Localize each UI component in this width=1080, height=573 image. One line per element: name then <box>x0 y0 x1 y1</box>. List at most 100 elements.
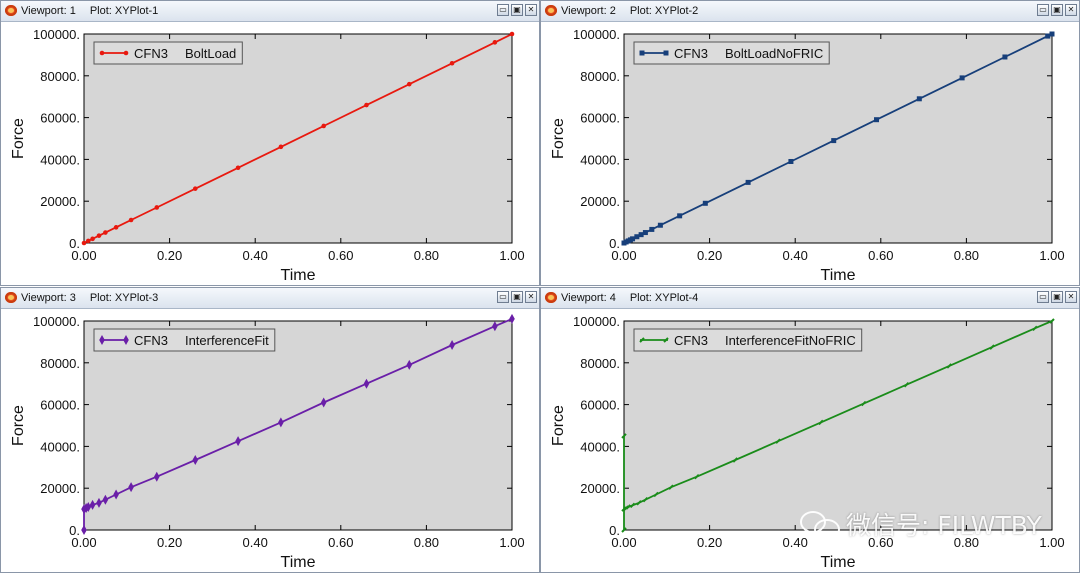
data-point <box>694 473 700 480</box>
legend-box <box>633 328 863 352</box>
minimize-icon[interactable]: ▭ <box>1037 4 1049 16</box>
legend-label-prefix: CFN3 <box>134 46 168 61</box>
legend-marker <box>99 50 105 56</box>
data-point <box>364 102 369 108</box>
legend-label-prefix: CFN3 <box>134 333 168 348</box>
data-point <box>492 321 498 332</box>
data-point <box>653 491 659 498</box>
legend-marker <box>99 335 105 345</box>
y-tick-label: 0. <box>609 236 620 251</box>
abaqus-logo-icon <box>545 292 557 303</box>
legend: CFN3 InterferenceFitNoFRIC <box>633 328 863 352</box>
legend-label-name: BoltLoadNoFRIC <box>725 46 823 61</box>
legend: CFN3 InterferenceFit <box>93 328 276 352</box>
minimize-icon[interactable]: ▭ <box>497 4 509 16</box>
plot-label: Plot: XYPlot-2 <box>629 5 699 17</box>
data-point <box>621 527 627 533</box>
plot-area <box>623 320 1053 531</box>
viewport-label: Viewport: 1 <box>21 5 76 17</box>
x-tick-label: 0.20 <box>697 535 722 550</box>
viewport-titlebar[interactable]: Viewport: 1 Plot: XYPlot-1 ▭ ▣ ✕ <box>1 1 539 22</box>
xy-plot-1: 0. 20000. 40000. 60000. 80000. 100000. 0.00 0.2… <box>10 27 525 284</box>
y-tick-label: 60000. <box>580 398 620 413</box>
data-point <box>321 123 326 129</box>
data-point <box>113 489 119 500</box>
data-point <box>81 240 87 246</box>
viewport-1[interactable]: Viewport: 1 Plot: XYPlot-1 ▭ ▣ ✕ 0. 20000.… <box>0 0 540 286</box>
y-tick-label: 0. <box>609 523 620 538</box>
data-point <box>903 382 910 388</box>
data-point <box>989 344 995 350</box>
data-point <box>85 238 91 244</box>
x-tick-label: 0.60 <box>868 248 893 263</box>
y-tick-label: 20000. <box>580 481 620 496</box>
restore-icon[interactable]: ▣ <box>511 4 523 16</box>
y-tick-label: 100000. <box>573 314 620 329</box>
data-point <box>509 31 515 37</box>
y-tick-label: 0. <box>69 236 80 251</box>
data-point <box>192 186 198 191</box>
data-point <box>128 482 134 493</box>
y-tick-label: 80000. <box>40 356 80 371</box>
abaqus-logo-icon <box>5 5 17 16</box>
data-point <box>406 81 412 87</box>
plot-label: Plot: XYPlot-3 <box>89 292 159 304</box>
y-axis-label: Force <box>10 118 27 159</box>
y-tick-label: 80000. <box>580 356 620 371</box>
viewport-titlebar[interactable]: Viewport: 2 Plot: XYPlot-2 ▭ ▣ ✕ <box>541 1 1079 22</box>
data-point <box>636 500 642 506</box>
data-point <box>235 436 241 447</box>
viewport-titlebar[interactable]: Viewport: 3 Plot: XYPlot-3 ▭ ▣ ✕ <box>1 288 539 309</box>
restore-icon[interactable]: ▣ <box>1051 291 1063 303</box>
x-tick-label: 0.80 <box>954 248 979 263</box>
viewport-4[interactable]: Viewport: 4 Plot: XYPlot-4 ▭ ▣ ✕ 0. 20000.… <box>540 287 1080 573</box>
viewport-3[interactable]: Viewport: 3 Plot: XYPlot-3 ▭ ▣ ✕ 0. 20000.… <box>0 287 540 573</box>
restore-icon[interactable]: ▣ <box>511 291 523 303</box>
y-tick-label: 60000. <box>40 111 80 126</box>
close-icon[interactable]: ✕ <box>525 291 537 303</box>
y-tick-label: 40000. <box>580 439 620 454</box>
data-point <box>668 484 674 490</box>
viewport-titlebar[interactable]: Viewport: 4 Plot: XYPlot-4 ▭ ▣ ✕ <box>541 288 1079 309</box>
minimize-icon[interactable]: ▭ <box>497 291 509 303</box>
data-point <box>320 397 327 408</box>
close-icon[interactable]: ✕ <box>525 4 537 16</box>
plot-area <box>83 320 513 531</box>
data-point <box>449 340 455 351</box>
x-tick-label: 0.20 <box>157 248 182 263</box>
data-point <box>874 117 880 123</box>
close-icon[interactable]: ✕ <box>1065 4 1077 16</box>
viewport-2[interactable]: Viewport: 2 Plot: XYPlot-2 ▭ ▣ ✕ 0. 20000.… <box>540 0 1080 286</box>
data-point <box>788 158 794 164</box>
x-tick-label: 0.40 <box>783 535 808 550</box>
data-point <box>946 363 952 369</box>
x-tick-label: 1.00 <box>1039 248 1064 263</box>
y-axis-label: Force <box>550 118 567 159</box>
minimize-icon[interactable]: ▭ <box>1037 291 1049 303</box>
restore-icon[interactable]: ▣ <box>1051 4 1063 16</box>
data-point <box>192 454 199 465</box>
watermark-text: 微信号: FILWTBY <box>846 511 1042 540</box>
xy-plot-2: 0. 20000. 40000. 60000. 80000. 100000. 0.00 0.2… <box>550 27 1065 284</box>
x-tick-label: 0.80 <box>954 535 979 550</box>
data-point <box>638 232 644 238</box>
x-tick-label: 0.20 <box>697 248 722 263</box>
x-tick-label: 0.20 <box>157 535 182 550</box>
legend-marker <box>639 337 645 343</box>
abaqus-logo-icon <box>5 292 17 303</box>
plot-label: Plot: XYPlot-4 <box>629 292 699 304</box>
data-point <box>702 200 708 206</box>
x-tick-label: 1.00 <box>1039 535 1064 550</box>
x-axis-label: Time <box>821 267 856 284</box>
data-point <box>649 226 655 232</box>
y-tick-label: 100000. <box>573 27 620 42</box>
data-point <box>1002 54 1008 60</box>
data-point <box>629 502 636 509</box>
data-point <box>85 502 92 513</box>
data-point <box>860 400 867 407</box>
close-icon[interactable]: ✕ <box>1065 291 1077 303</box>
x-axis-label: Time <box>281 267 316 284</box>
data-point <box>1032 325 1038 332</box>
x-tick-label: 0.80 <box>414 535 439 550</box>
y-tick-label: 20000. <box>580 194 620 209</box>
